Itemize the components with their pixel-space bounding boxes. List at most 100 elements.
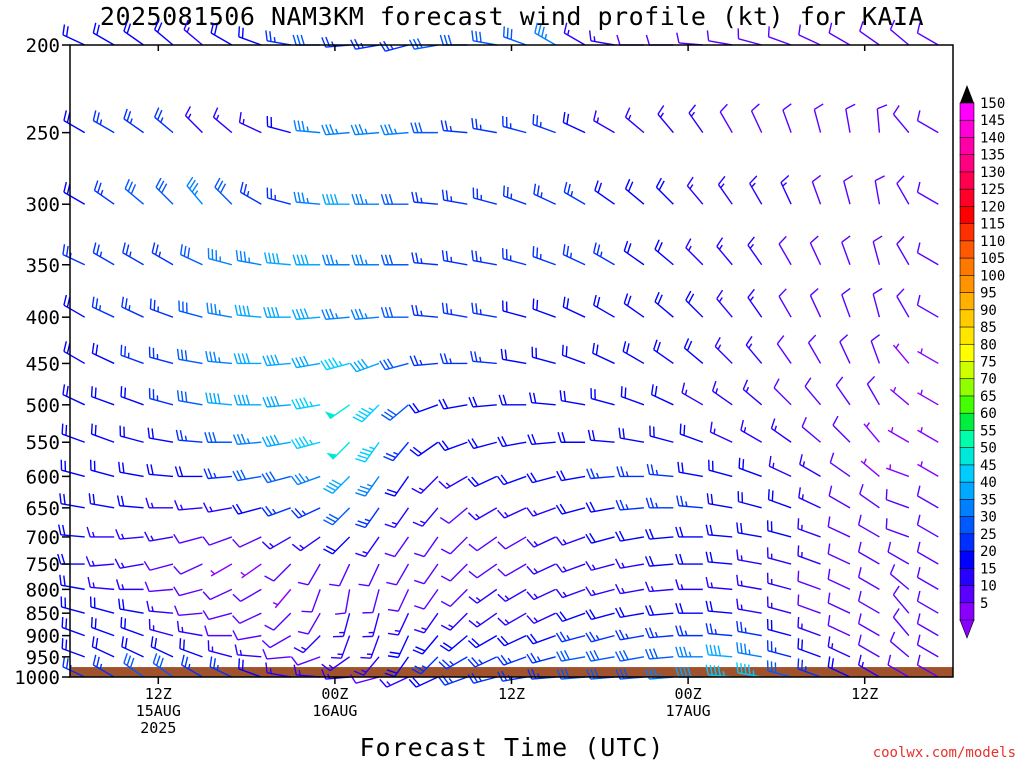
barb-full — [353, 361, 361, 371]
barb-full — [532, 298, 535, 310]
wind-barb — [212, 107, 233, 134]
wind-barb — [645, 34, 674, 46]
wind-barb — [688, 104, 704, 134]
wind-barb — [61, 423, 85, 443]
colorbar-label: 120 — [980, 199, 1005, 215]
wind-barb — [827, 568, 851, 591]
wind-barb — [441, 189, 468, 205]
barb-full — [443, 353, 449, 364]
barb-full — [58, 524, 62, 535]
barb-half — [449, 125, 453, 132]
barb-shaft — [92, 646, 115, 658]
barb-full — [555, 536, 564, 546]
barb-full — [57, 553, 62, 565]
wind-barb — [916, 485, 939, 509]
barb-full — [290, 656, 299, 666]
barb-shaft — [209, 588, 233, 601]
barb-full — [778, 288, 787, 297]
wind-barb — [297, 563, 321, 586]
wind-barb — [585, 609, 615, 621]
barb-full — [563, 181, 568, 193]
wind-barb — [675, 602, 703, 614]
wind-barb — [767, 489, 792, 509]
chart-title: 2025081506 NAM3KM forecast wind profile … — [99, 2, 925, 31]
barb-full — [386, 358, 394, 368]
wind-barb — [497, 436, 527, 448]
wind-barb — [890, 386, 910, 406]
barb-shaft — [649, 656, 674, 660]
wind-barb — [655, 177, 674, 205]
barb-full — [241, 659, 244, 671]
wind-barb — [467, 475, 498, 488]
wind-barb — [360, 635, 380, 659]
y-tick-label: 850 — [26, 603, 60, 625]
wind-barb — [233, 394, 262, 406]
barb-half — [100, 189, 104, 196]
barb-half — [121, 533, 125, 539]
wind-barb — [387, 635, 410, 659]
barb-shaft — [448, 507, 468, 524]
barb-full — [320, 360, 328, 371]
wind-barb — [209, 656, 233, 678]
barb-full — [297, 120, 301, 132]
barb-full — [153, 299, 156, 311]
barb-full — [705, 524, 710, 535]
barb-full — [530, 652, 537, 663]
barb-full — [541, 26, 545, 38]
wind-barb — [839, 334, 851, 364]
barb-full — [585, 610, 592, 620]
wind-barb — [872, 235, 883, 265]
wind-barb — [708, 459, 733, 478]
barb-full — [92, 110, 97, 121]
barb-full — [614, 607, 621, 618]
barb-full — [475, 118, 478, 130]
barb-full — [145, 497, 150, 509]
x-tick-label: 16AUG — [312, 702, 357, 720]
barb-half — [749, 296, 754, 302]
wind-barb — [644, 648, 674, 660]
barb-half — [242, 118, 245, 125]
barb-full — [442, 398, 449, 409]
barb-shaft — [208, 257, 233, 266]
colorbar-swatch — [959, 464, 975, 483]
wind-barb — [797, 594, 821, 614]
barb-full — [616, 34, 621, 46]
barb-half — [722, 671, 725, 677]
wind-barb — [63, 294, 86, 318]
barb-half — [748, 649, 751, 655]
barb-half — [570, 190, 574, 197]
barb-full — [751, 103, 760, 112]
barb-full — [588, 30, 592, 41]
barb-full — [351, 194, 356, 205]
barb-full — [359, 451, 371, 457]
wind-barb — [232, 612, 262, 624]
wind-barb — [205, 392, 232, 406]
barb-full — [411, 191, 415, 203]
barb-full — [828, 485, 833, 496]
wind-barb — [87, 576, 115, 591]
barb-full — [358, 410, 369, 417]
barb-full — [268, 252, 272, 264]
colorbar-label: 85 — [980, 320, 997, 336]
wind-barb — [685, 238, 704, 266]
barb-half — [596, 117, 600, 123]
wind-barb — [496, 634, 527, 647]
barb-full — [358, 308, 364, 319]
barb-half — [158, 251, 162, 257]
barb-full — [618, 607, 625, 617]
credit-link[interactable]: coolwx.com/models — [872, 745, 1016, 761]
barb-full — [471, 30, 474, 41]
barb-half — [533, 593, 539, 599]
barb-half — [421, 627, 427, 631]
barb-shaft — [240, 588, 262, 602]
colorbar-label: 40 — [980, 475, 997, 491]
barb-shaft — [372, 589, 380, 613]
colorbar-label: 95 — [980, 286, 997, 302]
barb-full — [857, 514, 862, 526]
wind-barb — [355, 536, 380, 558]
barb-full — [736, 642, 739, 653]
barb-half — [655, 502, 659, 509]
x-axis-title: Forecast Time (UTC) — [359, 733, 665, 762]
wind-barb — [91, 296, 115, 318]
wind-barb — [440, 588, 468, 607]
